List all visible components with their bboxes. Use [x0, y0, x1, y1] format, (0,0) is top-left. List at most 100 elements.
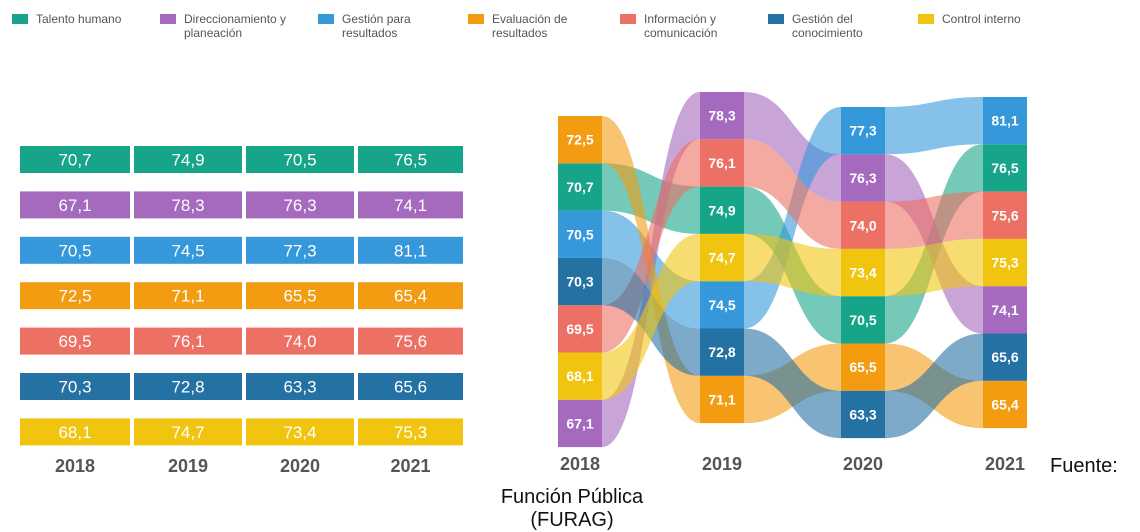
bump-block	[700, 139, 744, 187]
cell-label: 68,1	[58, 423, 91, 442]
cell-label: 76,3	[283, 196, 316, 215]
block-label: 81,1	[991, 113, 1018, 129]
x-tick-label: 2020	[843, 454, 883, 474]
block-label: 76,5	[991, 160, 1018, 176]
table-cell	[246, 327, 354, 355]
bump-block	[983, 286, 1027, 334]
table-cell	[246, 236, 354, 264]
cell-label: 75,6	[394, 332, 427, 351]
block-label: 75,6	[991, 207, 1018, 223]
cell-label: 77,3	[283, 241, 316, 260]
bump-block	[558, 399, 602, 448]
block-label: 74,9	[708, 202, 735, 218]
legend-swatch	[12, 14, 28, 24]
cell-label: 74,1	[394, 196, 427, 215]
bump-block	[983, 144, 1027, 192]
block-label: 65,4	[991, 396, 1018, 412]
bump-block	[983, 191, 1027, 239]
x-tick-label: 2018	[55, 456, 95, 476]
table-cell	[134, 236, 242, 264]
table-cell	[134, 373, 242, 400]
block-label: 68,1	[566, 368, 593, 384]
cell-label: 69,5	[58, 332, 91, 351]
table-cell	[358, 373, 463, 400]
table-cell	[20, 236, 130, 264]
bump-block	[983, 333, 1027, 381]
flow	[744, 233, 841, 297]
flow	[744, 328, 841, 439]
cell-label: 74,0	[283, 332, 316, 351]
x-tick-label: 2018	[560, 454, 600, 474]
block-label: 76,3	[849, 170, 876, 186]
cell-label: 70,3	[58, 378, 91, 397]
cell-label: 76,5	[394, 151, 427, 170]
table-cell	[246, 282, 354, 310]
table-cell	[246, 191, 354, 219]
table-cell	[246, 146, 354, 173]
block-label: 74,7	[708, 250, 735, 266]
source: Función Pública (FURAG)	[500, 486, 644, 531]
x-tick-label: 2021	[390, 456, 430, 476]
table-cell	[134, 327, 242, 355]
block-label: 71,1	[708, 391, 735, 407]
cell-label: 70,7	[58, 151, 91, 170]
cell-label: 65,4	[394, 287, 427, 306]
source: Fuente:	[1050, 455, 1118, 477]
flow	[602, 233, 700, 400]
table-cell	[358, 236, 463, 264]
table-cell	[20, 373, 130, 400]
table-cell	[134, 146, 242, 173]
cell-label: 78,3	[171, 196, 204, 215]
cell-label: 75,3	[394, 423, 427, 442]
legend-label: Información y comunicación	[644, 12, 718, 40]
table-cell	[358, 146, 463, 173]
bump-block	[841, 201, 885, 249]
cell-label: 67,1	[58, 196, 91, 215]
table-cell	[246, 418, 354, 446]
flow	[744, 139, 841, 249]
flow	[885, 238, 983, 297]
block-label: 78,3	[708, 108, 735, 124]
block-label: 63,3	[849, 406, 876, 422]
table-cell	[134, 282, 242, 310]
bump-block	[700, 328, 744, 376]
bump-block	[841, 343, 885, 391]
legend-label: Gestión del conocimiento	[792, 12, 863, 40]
legend-swatch	[620, 14, 636, 24]
legend-label: Talento humano	[36, 12, 122, 26]
block-label: 70,5	[566, 226, 593, 242]
cell-label: 76,1	[171, 332, 204, 351]
block-label: 73,4	[849, 265, 876, 281]
block-label: 74,5	[708, 297, 735, 313]
flow	[744, 92, 841, 202]
bump-block	[558, 210, 602, 258]
legend-swatch	[918, 14, 934, 24]
block-label: 74,0	[849, 217, 876, 233]
table-cell	[358, 327, 463, 355]
bump-block	[983, 380, 1027, 429]
legend-swatch	[768, 14, 784, 24]
cell-label: 70,5	[58, 241, 91, 260]
bump-block	[700, 92, 744, 140]
cell-label: 72,5	[58, 287, 91, 306]
block-label: 69,5	[566, 321, 593, 337]
x-tick-label: 2019	[168, 456, 208, 476]
table-cell	[20, 146, 130, 173]
x-tick-label: 2019	[702, 454, 742, 474]
infographic: 2018 2019 2020 2021 70,7 74,9 70,5 76,5 67,1 78,3…	[12, 12, 1118, 531]
legend-label: Gestión para resultados	[342, 12, 411, 40]
block-label: 70,7	[566, 179, 593, 195]
table-cell	[20, 282, 130, 310]
table-cell	[20, 191, 130, 219]
block-label: 65,6	[991, 349, 1018, 365]
cell-label: 63,3	[283, 378, 316, 397]
legend-swatch	[318, 14, 334, 24]
x-tick-label: 2021	[985, 454, 1025, 474]
bump-block	[700, 186, 744, 234]
table-cell	[20, 327, 130, 355]
table-cell	[20, 418, 130, 446]
block-label: 65,5	[849, 359, 876, 375]
legend-label: Control interno	[942, 12, 1021, 26]
table-cell	[134, 418, 242, 446]
cell-label: 65,5	[283, 287, 316, 306]
